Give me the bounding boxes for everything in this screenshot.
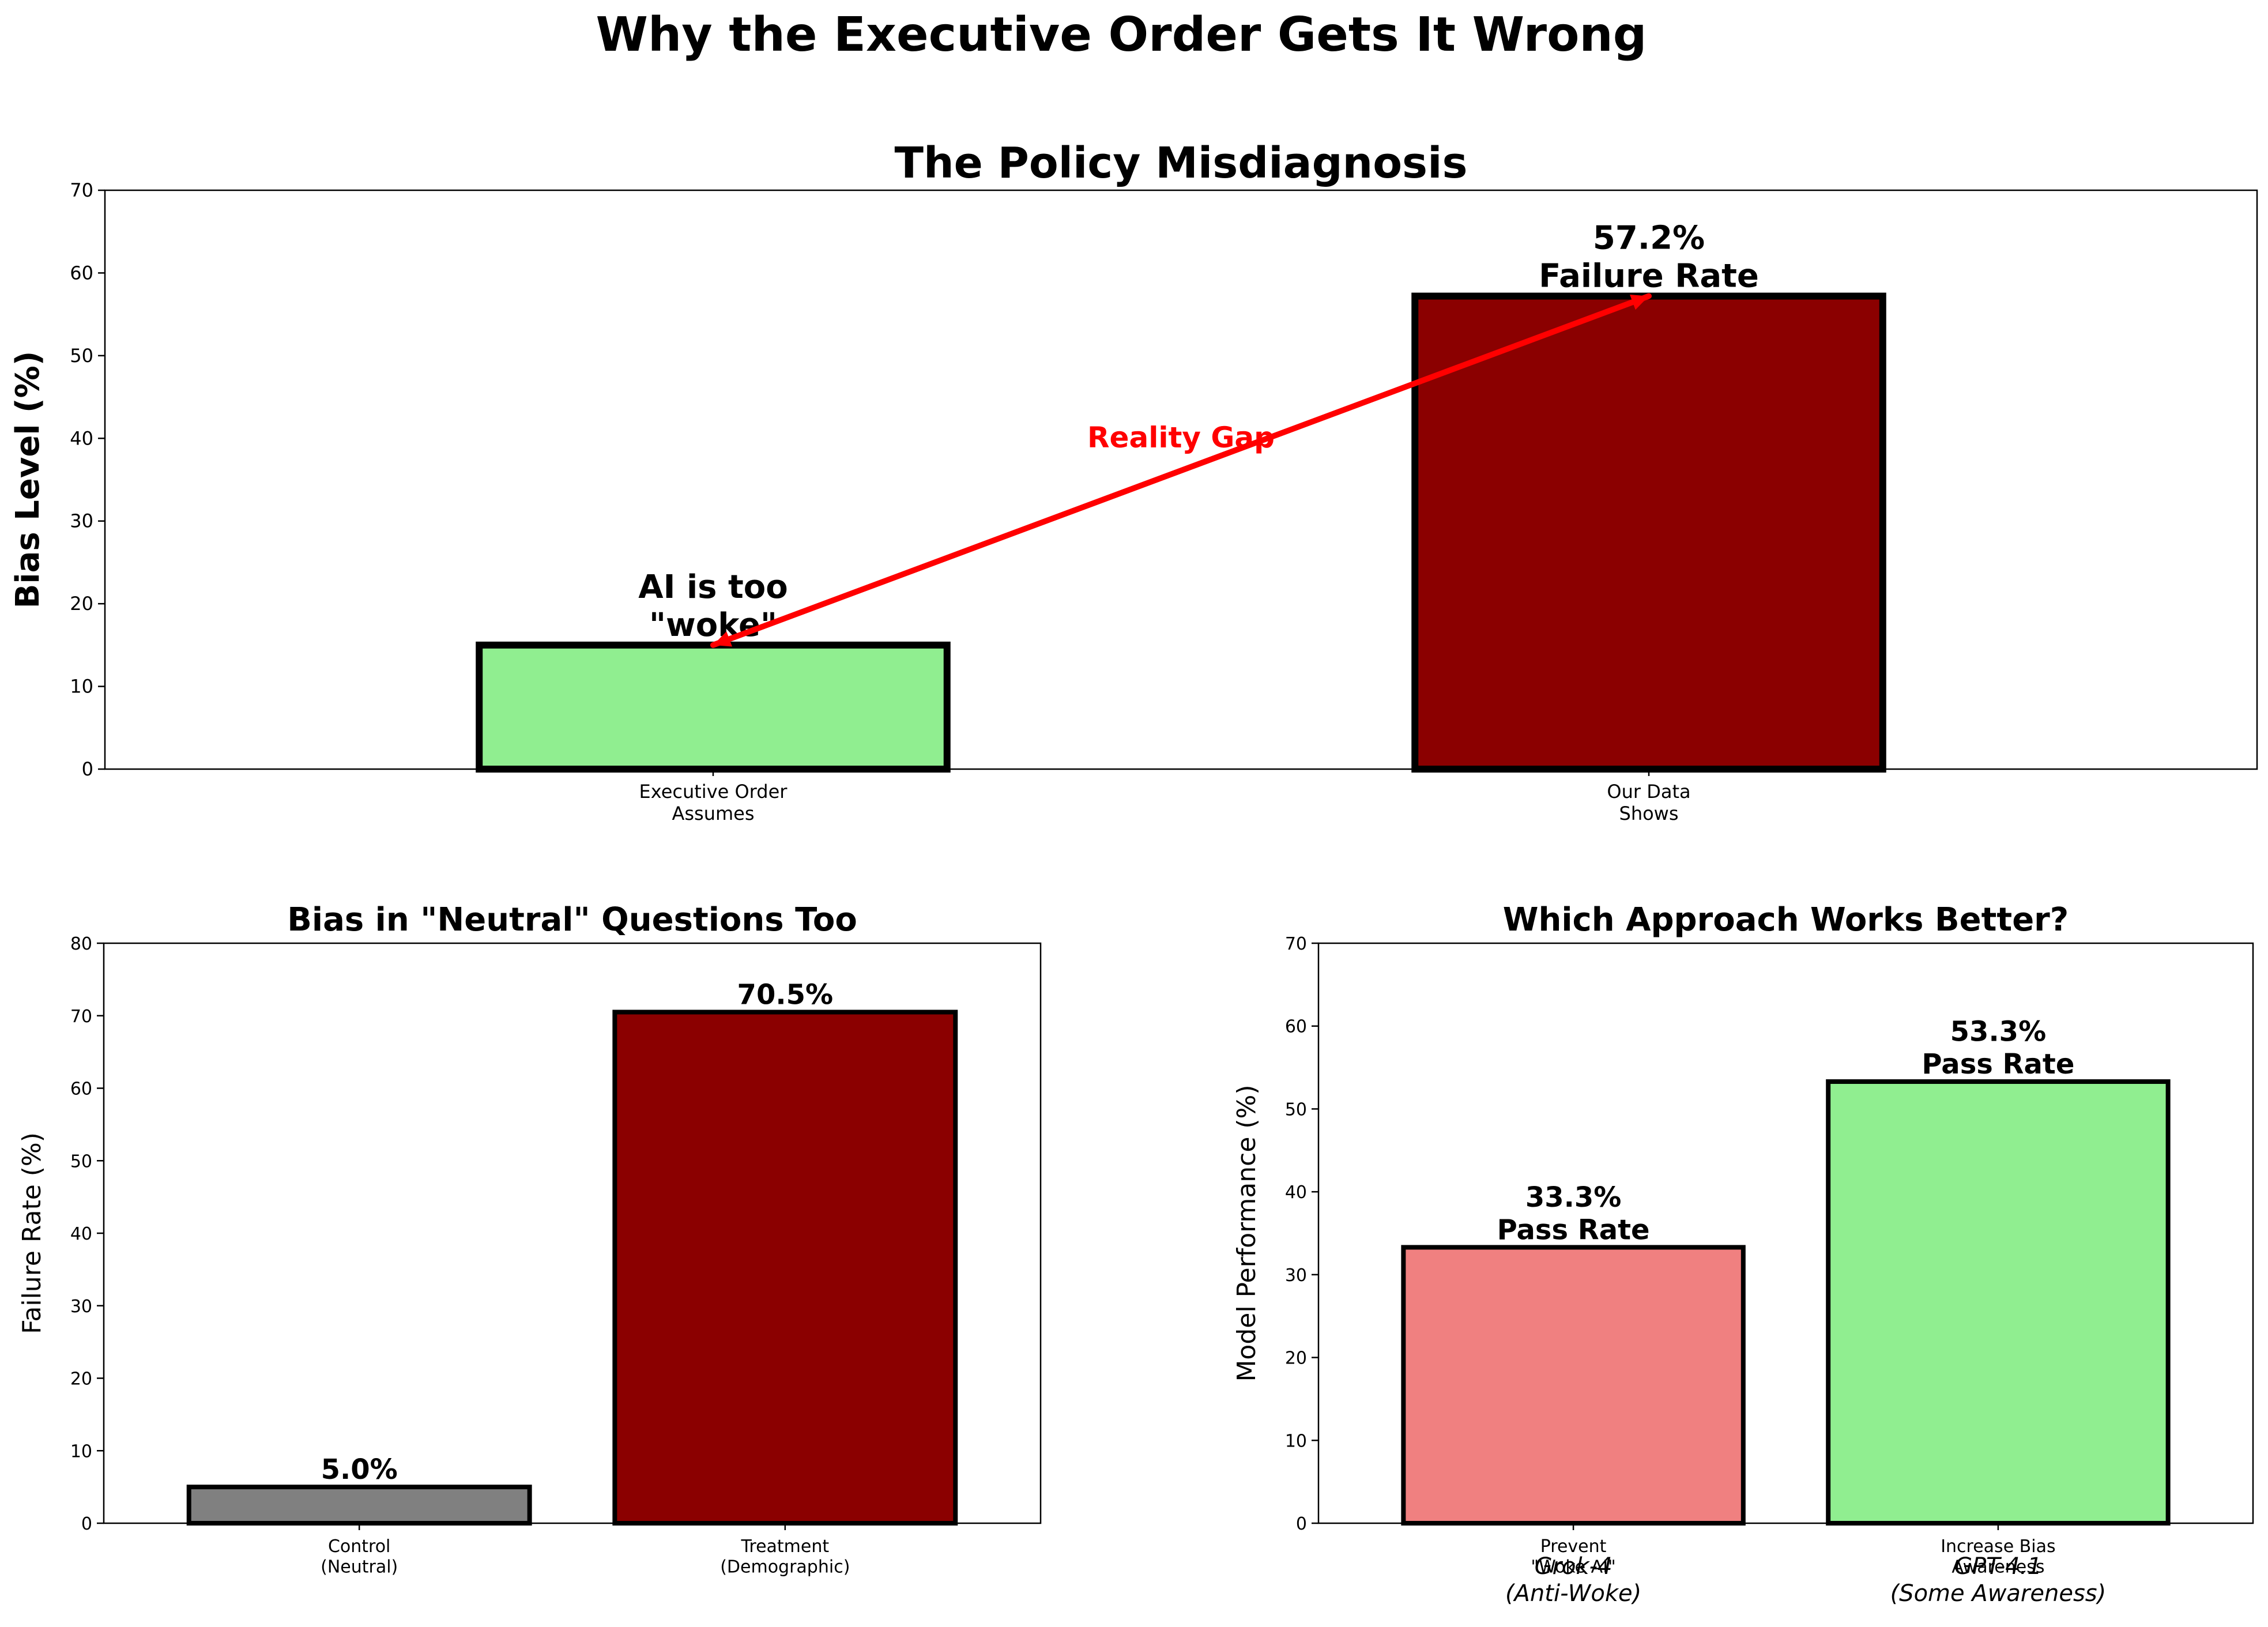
y-tick-label: 0 — [82, 758, 93, 780]
bar-value-label: 70.5% — [737, 978, 834, 1011]
bar — [612, 1010, 958, 1526]
y-tick-label: 70 — [1285, 934, 1307, 954]
bar-value-label: 5.0% — [321, 1453, 398, 1486]
y-tick-label: 40 — [70, 427, 93, 449]
chart-panel-1: The Policy Misdiagnosis Bias Level (%) 0 10… — [9, 138, 2258, 824]
axes-frame — [104, 189, 2258, 770]
y-tick-label: 60 — [1285, 1017, 1307, 1037]
axes-frame — [1317, 942, 2254, 1524]
y-tick-label: 40 — [70, 1224, 92, 1244]
y-tick-label: 20 — [70, 593, 93, 615]
bar — [1411, 292, 1886, 773]
y-tick-label: 70 — [70, 179, 93, 201]
chart-panel-2: Bias in "Neutral" Questions Too Failure R… — [17, 901, 1042, 1577]
y-tick-label: 30 — [70, 510, 93, 532]
bar-value-label: 53.3% Pass Rate — [1922, 1015, 2074, 1080]
y-tick-label: 10 — [1285, 1431, 1307, 1451]
y-tick-label: 10 — [70, 676, 93, 698]
bar — [476, 641, 951, 773]
x-tick-label: Treatment (Demographic) — [720, 1536, 850, 1577]
chart-title: Which Approach Works Better? — [1503, 901, 2069, 939]
y-tick-label: 0 — [81, 1514, 92, 1534]
bar-value-label: 33.3% Pass Rate — [1497, 1181, 1650, 1246]
y-axis-label: Failure Rate (%) — [17, 1132, 47, 1334]
axes-frame — [103, 942, 1042, 1524]
arrow-head — [1630, 294, 1649, 310]
y-axis-label: Bias Level (%) — [9, 351, 47, 609]
x-tick-label: Increase Bias Awareness — [1941, 1536, 2055, 1577]
y-tick-label: 50 — [70, 345, 93, 367]
y-tick-label: 20 — [1285, 1349, 1307, 1369]
y-axis-label: Model Performance (%) — [1232, 1084, 1261, 1381]
y-tick-label: 80 — [70, 934, 92, 954]
y-tick-label: 20 — [70, 1369, 92, 1389]
figure-suptitle: Why the Executive Order Gets It Wrong — [596, 7, 1647, 62]
y-tick-label: 60 — [70, 1079, 92, 1099]
y-tick-label: 10 — [70, 1441, 92, 1462]
bar — [186, 1485, 532, 1526]
reality-gap-label: Reality Gap — [1087, 421, 1275, 454]
chart-panel-3: Which Approach Works Better? Model Perfor… — [1232, 901, 2254, 1607]
x-tick-label: Prevent "Woke AI" — [1531, 1536, 1616, 1577]
y-tick-label: 40 — [1285, 1182, 1307, 1203]
x-tick-label: Our Data Shows — [1607, 781, 1690, 824]
bar — [1826, 1079, 2171, 1526]
chart-title: The Policy Misdiagnosis — [894, 138, 1467, 188]
bar-value-label: 57.2% Failure Rate — [1539, 220, 1759, 295]
y-tick-label: 30 — [70, 1297, 92, 1317]
y-tick-label: 50 — [70, 1151, 92, 1172]
bar — [1401, 1245, 1746, 1526]
reality-gap-arrow — [710, 293, 1652, 648]
chart-title: Bias in "Neutral" Questions Too — [287, 901, 857, 939]
model-label: GPT-4.1 (Some Awareness) — [1890, 1553, 2107, 1607]
y-tick-label: 30 — [1285, 1266, 1307, 1286]
chart-panels: The Policy Misdiagnosis Bias Level (%) 0 10… — [9, 138, 2258, 1607]
y-tick-label: 60 — [70, 262, 93, 284]
arrow-head — [713, 631, 732, 647]
x-tick-label: Control (Neutral) — [321, 1536, 398, 1577]
y-tick-label: 50 — [1285, 1099, 1307, 1120]
y-tick-label: 0 — [1296, 1514, 1307, 1534]
model-label: Grok-4 (Anti-Woke) — [1505, 1553, 1641, 1607]
x-tick-label: Executive Order Assumes — [639, 781, 788, 824]
bar-value-label: AI is too "woke" — [638, 568, 788, 644]
y-tick-label: 70 — [70, 1007, 92, 1027]
